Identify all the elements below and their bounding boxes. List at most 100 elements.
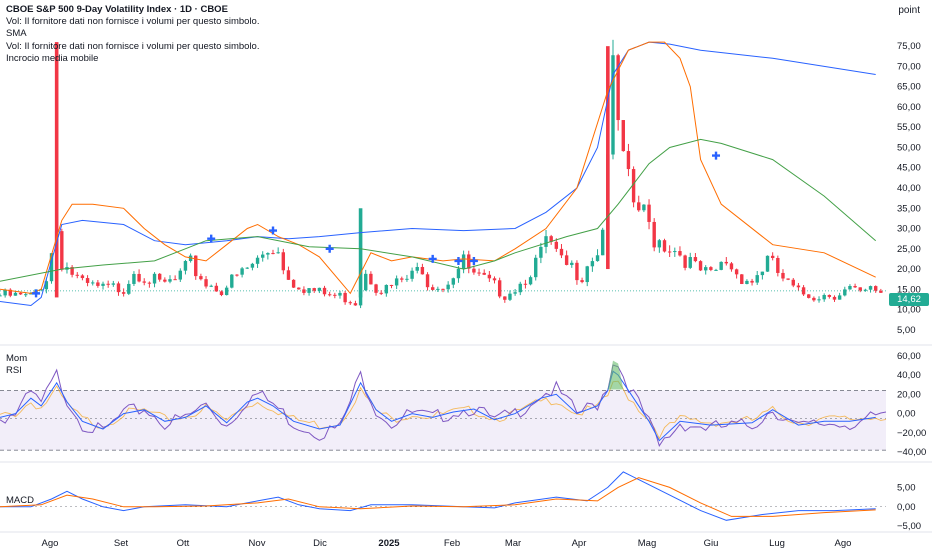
y-tick-label: 65,00 [897,82,921,93]
candle-body [219,291,224,296]
candle-body [183,261,188,271]
candle-body [647,204,651,222]
candle-body [812,297,816,301]
candle-body [667,251,672,253]
candle-body [127,283,131,294]
candle-body [554,241,559,249]
volume-notice: Vol: Il fornitore dati non fornisce i vo… [6,16,260,28]
candle-body [698,261,703,271]
candle-body [24,294,28,296]
candle-body [765,255,770,272]
candle-body [338,292,342,296]
candle-body [18,292,23,295]
macd-macd [0,471,876,521]
candle-body [425,274,430,288]
candle-body [168,279,172,282]
candle-body [487,274,492,279]
candle-body [832,296,837,300]
candle-body [271,253,275,255]
x-tick-label: Lug [769,538,785,549]
candle-body [173,279,177,281]
candle-body [364,273,368,291]
osc-tick-label: 40,00 [897,370,921,381]
candle-body [724,261,729,264]
candle-body [523,283,528,285]
y-tick-label: 5,00 [897,325,916,336]
candle-body [204,279,208,287]
cross-marker [454,256,463,265]
rsi-overbought-fill [607,360,624,390]
candle-body [714,269,718,271]
candle-body [142,281,146,283]
macd-label[interactable]: MACD [6,495,34,506]
candle-body [266,253,270,255]
candle-body [600,229,605,256]
candle-body [863,289,868,291]
candle-body [791,279,795,286]
candle-body [441,288,445,290]
candle-body [250,263,255,268]
candle-body [235,274,239,276]
chart-title[interactable]: CBOE S&P 500 9-Day Volatility Index · 1D… [6,4,228,15]
candle-body [873,286,878,291]
macd-tick-label: 0,00 [897,502,916,513]
candle-body [585,266,589,283]
candle-body [157,273,162,280]
cross-marker [428,254,437,263]
candle-body [801,287,806,295]
cross-marker [469,256,478,265]
overlay-upper [0,41,876,307]
candle-body [420,266,425,275]
y-tick-label: 15,00 [897,284,921,295]
candle-body [410,270,414,279]
candle-body [307,288,311,293]
y-tick-label: 70,00 [897,61,921,72]
candle-body [637,202,641,211]
candle-body [178,270,182,280]
candle-body [343,292,347,303]
candle-body [456,268,461,279]
candle-body [85,278,90,283]
x-tick-label: Feb [444,538,460,549]
overlay-sma [0,138,877,282]
y-tick-label: 45,00 [897,163,921,174]
candle-body [848,286,852,290]
macd-tick-label: 5,00 [897,482,916,493]
candle-body [544,236,548,247]
x-tick-label: Set [114,538,129,549]
candle-body [467,254,471,269]
y-tick-label: 25,00 [897,244,921,255]
candle-body [822,294,826,300]
candle-body [245,267,249,269]
x-tick-label: Dic [313,538,327,549]
candle-body [807,294,811,298]
candle-body [729,263,734,270]
candle-body [673,251,677,253]
candle-body [843,289,847,296]
legend: CBOE S&P 500 9-Day Volatility Index · 1D… [6,4,259,65]
candle-body [760,271,765,276]
candle-body [374,284,378,293]
candle-body [405,278,409,280]
candle-body [75,274,79,276]
candle-body [534,257,538,278]
candle-body [693,257,698,262]
mom-label[interactable]: Mom [6,353,28,364]
candle-body [317,287,322,291]
candle-body [132,273,136,284]
candle-body [518,283,522,293]
y-tick-label: 55,00 [897,122,921,133]
candle-body [369,273,373,285]
candle-body [276,252,280,254]
sma-label[interactable]: SMA [6,28,27,40]
candle-body [616,55,620,121]
candle-body [590,261,595,267]
x-tick-label: Apr [572,538,587,549]
candle-body [152,273,157,284]
rsi-label[interactable]: RSI [6,365,22,376]
crossover-label[interactable]: Incrocio media mobile [6,52,99,64]
candle-body [657,240,662,248]
candle-body [513,292,517,294]
candle-body [8,289,13,296]
